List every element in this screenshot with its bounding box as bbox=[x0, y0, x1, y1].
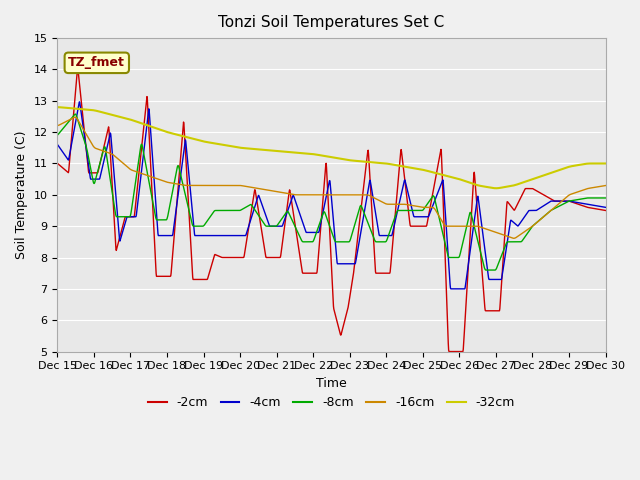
Legend: -2cm, -4cm, -8cm, -16cm, -32cm: -2cm, -4cm, -8cm, -16cm, -32cm bbox=[143, 391, 520, 414]
Text: TZ_fmet: TZ_fmet bbox=[68, 56, 125, 69]
Title: Tonzi Soil Temperatures Set C: Tonzi Soil Temperatures Set C bbox=[218, 15, 445, 30]
Y-axis label: Soil Temperature (C): Soil Temperature (C) bbox=[15, 131, 28, 259]
X-axis label: Time: Time bbox=[316, 377, 347, 390]
